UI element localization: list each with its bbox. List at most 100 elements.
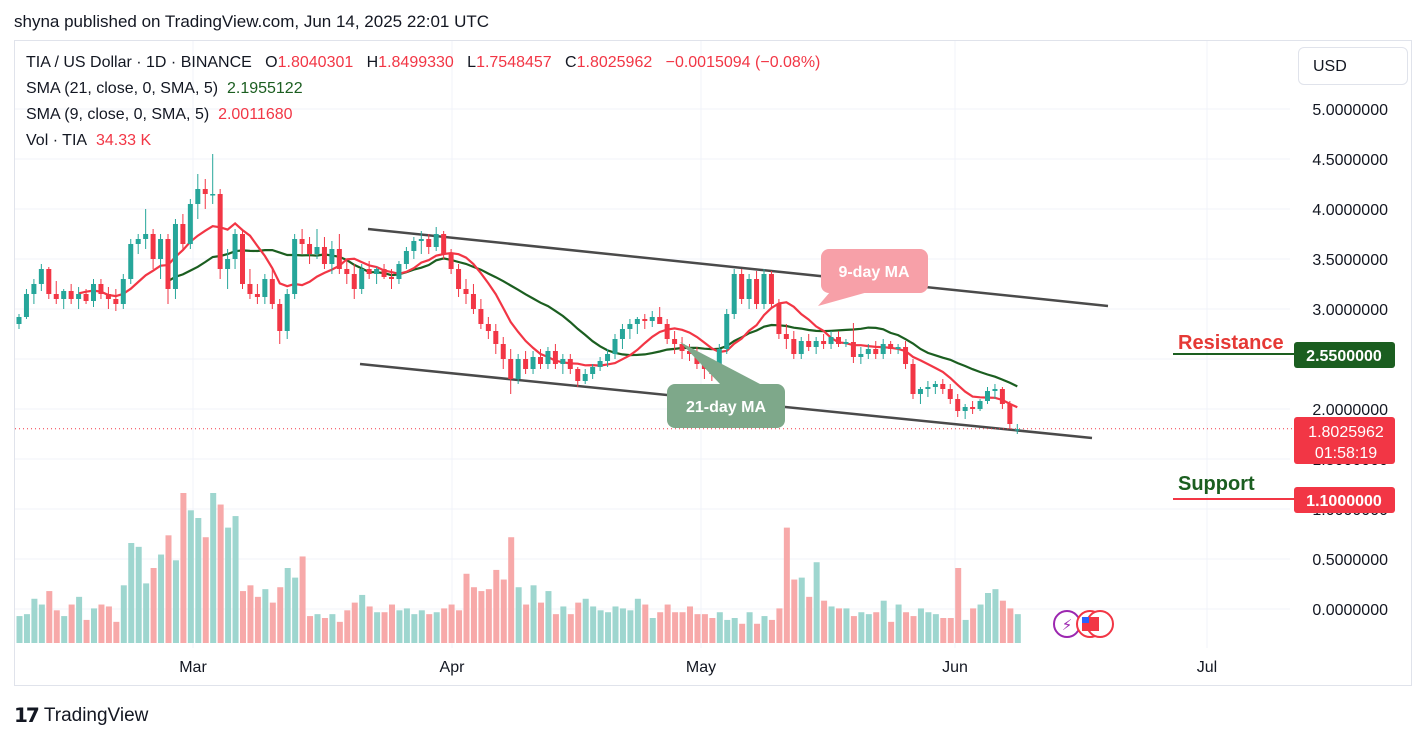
volume-bar xyxy=(389,604,395,643)
volume-bar xyxy=(880,600,887,643)
y-tick-label: 0.0000000 xyxy=(1312,602,1388,619)
candle xyxy=(1007,401,1013,429)
candle-body xyxy=(448,254,454,269)
candle xyxy=(307,237,313,264)
candle-body xyxy=(917,389,923,394)
candle xyxy=(351,264,357,299)
volume-bar xyxy=(299,556,306,643)
resistance-price-box xyxy=(1294,342,1395,368)
candle-body xyxy=(456,269,462,289)
candle xyxy=(731,269,737,319)
volume-bar xyxy=(232,516,239,643)
candle xyxy=(247,269,253,299)
volume-bar xyxy=(493,569,500,643)
volume-bar xyxy=(932,614,939,643)
volume-bar xyxy=(143,583,150,643)
x-tick-label: Jun xyxy=(942,659,968,676)
candle xyxy=(240,229,245,289)
candle xyxy=(98,279,104,299)
candle-body xyxy=(746,279,752,299)
volume-bar xyxy=(76,596,83,643)
legend-ohlc: TIA / US Dollar · 1D · BINANCE O1.804030… xyxy=(26,54,821,71)
volume-bar xyxy=(873,612,880,643)
candle-body xyxy=(970,407,976,409)
volume-bar xyxy=(456,610,463,643)
volume-bar xyxy=(806,596,813,643)
volume-bar xyxy=(813,562,820,643)
candle xyxy=(850,323,856,363)
candle xyxy=(329,241,335,274)
candle-body xyxy=(359,269,365,289)
candle xyxy=(359,264,365,294)
candle-body xyxy=(716,349,722,374)
volume-bar xyxy=(523,604,530,643)
volume-bar xyxy=(985,593,991,643)
candle xyxy=(463,279,469,304)
candle xyxy=(366,261,372,279)
candle xyxy=(396,261,402,284)
candle xyxy=(485,317,491,339)
candle xyxy=(403,247,409,269)
volume-bar xyxy=(709,618,716,643)
candle xyxy=(567,354,573,374)
footer-brand[interactable]: 𝟭𝟳 TradingView xyxy=(14,703,148,728)
legend-sma9[interactable]: SMA (9, close, 0, SMA, 5) 2.0011680 xyxy=(26,106,293,123)
chart-frame[interactable] xyxy=(14,40,1412,686)
candle xyxy=(791,331,797,359)
candle xyxy=(172,219,178,299)
candle-body xyxy=(619,329,625,339)
candle-body xyxy=(485,324,491,331)
candle xyxy=(649,311,655,327)
volume-bar xyxy=(701,614,708,643)
candle-body xyxy=(150,234,156,259)
candle-body xyxy=(202,189,208,194)
legend-volume[interactable]: Vol · TIA 34.33 K xyxy=(26,132,152,149)
candle-body xyxy=(768,274,774,304)
candle xyxy=(284,289,290,339)
volume-bar xyxy=(664,604,671,643)
volume-bar xyxy=(731,618,738,643)
candle xyxy=(873,341,879,359)
volume-bar xyxy=(724,619,731,643)
candle xyxy=(999,387,1005,409)
candle xyxy=(418,231,424,254)
currency-button[interactable]: USD xyxy=(1298,47,1408,85)
candle-body xyxy=(396,264,402,279)
x-tick-label: Mar xyxy=(179,659,207,676)
candle xyxy=(925,381,931,397)
lightning-glyph: ⚡ xyxy=(1062,616,1073,634)
volume-bar xyxy=(970,608,977,643)
candle-body xyxy=(344,269,350,274)
candle-body xyxy=(418,239,424,241)
candle xyxy=(314,229,320,259)
candle xyxy=(232,229,238,269)
candle-body xyxy=(821,341,827,344)
candle xyxy=(120,274,126,309)
candle-body xyxy=(590,367,596,374)
volume-bar xyxy=(128,543,135,643)
candle-body xyxy=(232,234,238,259)
volume-bar xyxy=(463,573,470,643)
candle-body xyxy=(508,359,514,379)
candle-body xyxy=(284,294,290,331)
candle-body xyxy=(172,224,178,289)
volume-bar xyxy=(83,619,90,643)
legend-sma21[interactable]: SMA (21, close, 0, SMA, 5) 2.1955122 xyxy=(26,80,303,97)
candle xyxy=(150,229,156,269)
candle xyxy=(210,154,216,204)
y-tick-label: 2.0000000 xyxy=(1312,402,1388,419)
volume-bar xyxy=(172,560,179,643)
volume-bar xyxy=(917,608,924,643)
candle xyxy=(672,331,678,354)
volume-bar xyxy=(336,621,343,643)
flag-canton xyxy=(1082,617,1089,623)
candle-body xyxy=(791,339,797,354)
candle-body xyxy=(813,341,819,347)
volume-bar xyxy=(776,608,783,643)
volume-bar xyxy=(679,612,686,643)
ma9-callout-box xyxy=(821,249,928,293)
volume-bar xyxy=(150,568,157,643)
candle xyxy=(530,351,536,374)
volume-bar xyxy=(545,591,552,643)
